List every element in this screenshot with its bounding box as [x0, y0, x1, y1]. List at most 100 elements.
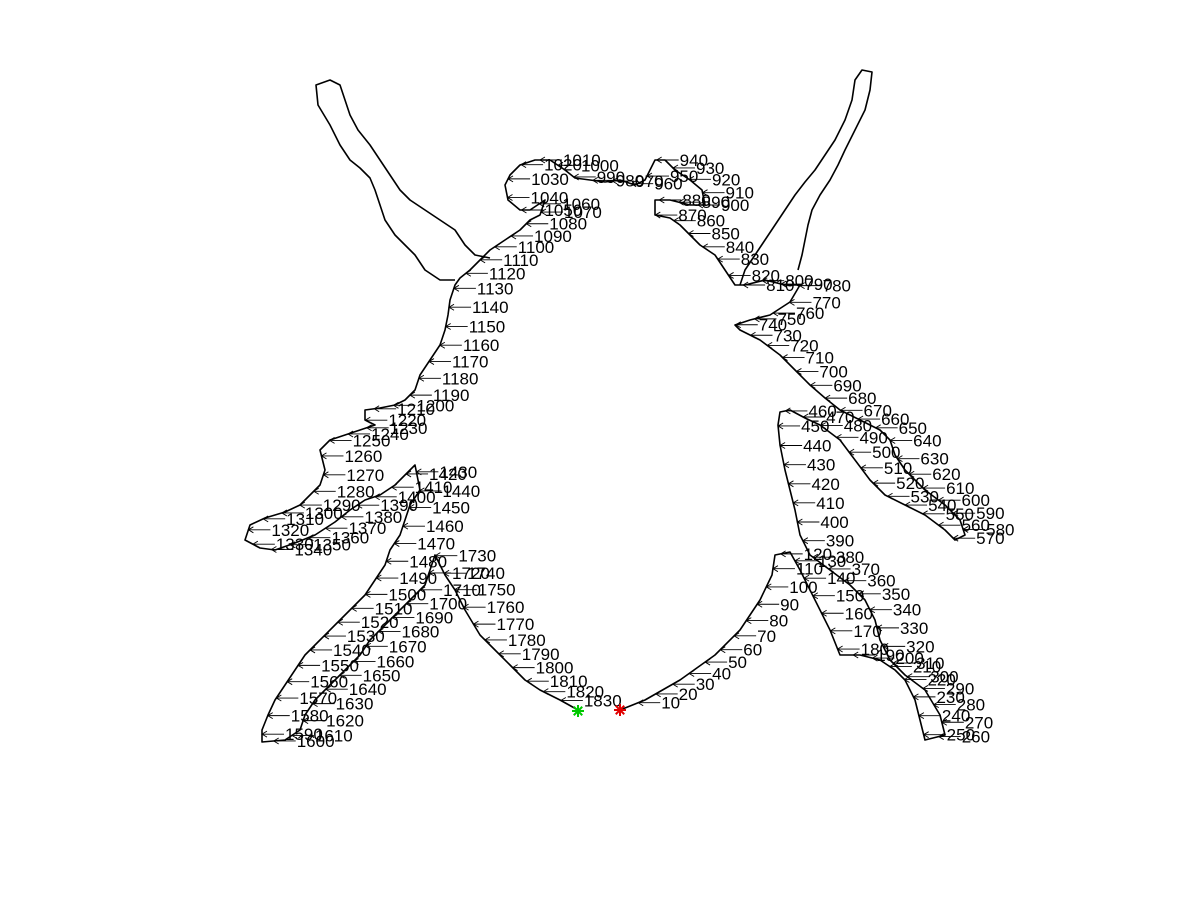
contour-arrowhead — [291, 732, 298, 739]
contour-label: 1640 — [349, 680, 387, 699]
contour-label: 540 — [928, 496, 956, 515]
contour-arrowhead — [788, 298, 795, 306]
contour-label: 1810 — [550, 672, 588, 691]
contour-label: 1760 — [487, 598, 525, 617]
contour-label: 1360 — [331, 529, 369, 548]
contour-arrowhead — [937, 733, 944, 740]
contour-arrowhead — [811, 592, 819, 600]
contour-arrowhead — [453, 284, 460, 292]
contour-arrowhead — [820, 609, 827, 617]
contour-label: 1610 — [315, 726, 353, 745]
contour-arrowhead — [507, 175, 514, 183]
contour-arrowhead — [377, 628, 384, 635]
contour-arrowhead — [611, 177, 618, 185]
contour-arrowhead — [824, 394, 831, 402]
contour-label: 370 — [852, 560, 880, 579]
contour-arrowhead — [904, 501, 911, 509]
contour-arrowhead — [779, 442, 786, 449]
contour-label: 500 — [872, 443, 900, 462]
contour-label: 490 — [859, 428, 887, 447]
contour-label: 1730 — [458, 547, 496, 566]
contour-label: 1800 — [536, 659, 574, 678]
contour-label: 700 — [819, 362, 847, 381]
contour-arrowhead — [298, 501, 306, 509]
contour-label: 1250 — [353, 431, 391, 450]
contour-arrowhead — [803, 574, 810, 582]
contour-arrowhead — [338, 671, 345, 679]
contour-label: 1550 — [321, 656, 359, 675]
contour-arrowhead — [418, 487, 425, 495]
contour-label: 650 — [899, 419, 927, 438]
contour-label: 680 — [848, 389, 876, 408]
contour-arrowhead — [688, 670, 695, 677]
contour-arrowhead — [701, 189, 708, 197]
contour-arrowhead — [540, 208, 547, 216]
contour-arrowhead — [672, 217, 680, 225]
contour-arrowhead — [572, 173, 579, 181]
contour-arrowhead — [701, 243, 709, 251]
contour-arrowhead — [772, 565, 779, 573]
contour-label: 1140 — [472, 298, 509, 317]
contour-arrowhead — [402, 522, 409, 530]
contour-arrowhead — [827, 565, 834, 573]
contour-label: 1240 — [371, 425, 409, 444]
contour-label: 630 — [920, 450, 948, 469]
contour-arrowhead — [385, 557, 392, 565]
contour-arrowhead — [324, 524, 331, 532]
contour-arrowhead — [405, 600, 412, 608]
contour-arrowhead — [892, 659, 899, 667]
contour-label: 790 — [804, 275, 832, 294]
contour-arrowhead — [742, 281, 749, 289]
contour-arrowhead — [448, 303, 455, 311]
contour-label: 420 — [811, 475, 839, 494]
contour-label: 1110 — [503, 251, 538, 270]
contour-arrowhead — [352, 658, 359, 665]
contour-label: 1170 — [452, 353, 489, 372]
contour-label: 1210 — [397, 400, 435, 419]
contour-arrowhead — [654, 211, 661, 219]
contour-label: 880 — [682, 191, 710, 210]
contour-arrowhead — [340, 513, 347, 521]
contour-label: 1440 — [442, 482, 480, 501]
contour-label: 940 — [680, 151, 708, 170]
contour-arrowhead — [658, 196, 665, 204]
contour-label: 310 — [916, 654, 944, 673]
contour-arrowhead — [428, 358, 435, 365]
contour-arrowhead — [637, 699, 644, 707]
contour-label: 610 — [946, 479, 974, 498]
contour-arrowhead — [792, 499, 799, 507]
contour-label: 410 — [816, 494, 844, 513]
contour-label: 170 — [853, 622, 881, 641]
contour-arrowhead — [391, 614, 398, 621]
contour-label: 1100 — [518, 238, 555, 257]
contour-arrowhead — [375, 574, 382, 582]
contour-label: 1710 — [443, 581, 481, 600]
contour-arrowhead — [654, 690, 661, 698]
contour-arrowhead — [262, 515, 269, 523]
contour-arrowhead — [286, 678, 293, 686]
contour-label: 430 — [807, 456, 835, 475]
contour-label: 1080 — [549, 215, 587, 234]
contour-label: 1700 — [429, 595, 467, 614]
contour-label: 40 — [712, 664, 731, 683]
contour-label: 980 — [616, 171, 644, 190]
contour-arrowhead — [937, 496, 944, 504]
contour-arrowhead — [857, 415, 864, 423]
contour-arrowhead — [538, 200, 545, 208]
contour-arrowhead — [868, 606, 876, 614]
contour-arrowhead — [783, 461, 790, 469]
contour-arrowhead — [373, 405, 380, 413]
contour-arrowhead — [809, 381, 816, 389]
contour-label: 1340 — [294, 541, 332, 560]
contour-label: 470 — [826, 408, 854, 427]
contour-arrowhead — [719, 646, 726, 654]
contour-arrowhead — [922, 685, 929, 692]
contour-arrowhead — [889, 437, 896, 444]
contour-arrowhead — [328, 437, 335, 444]
contour-label: 1070 — [564, 203, 602, 222]
contour-label: 1230 — [390, 419, 428, 438]
contour-arrowhead — [415, 468, 422, 476]
contour-label: 240 — [942, 707, 970, 726]
contour-label: 1090 — [534, 227, 572, 246]
contour-label: 140 — [827, 569, 855, 588]
